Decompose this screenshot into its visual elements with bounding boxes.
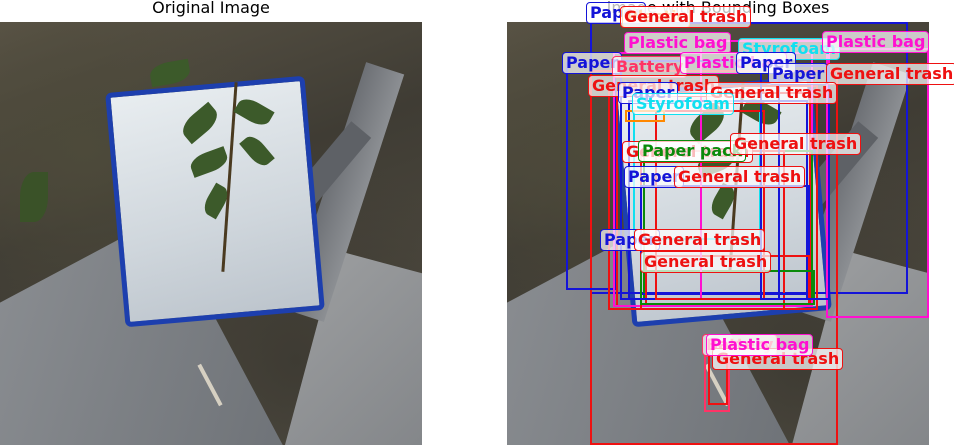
leaf (20, 172, 48, 222)
leaf (148, 58, 192, 88)
original-photo (0, 22, 422, 445)
annotated-photo (507, 22, 929, 445)
left-panel-title: Original Image (152, 0, 270, 17)
right-panel-title: Image with Bounding Boxes (606, 0, 830, 17)
